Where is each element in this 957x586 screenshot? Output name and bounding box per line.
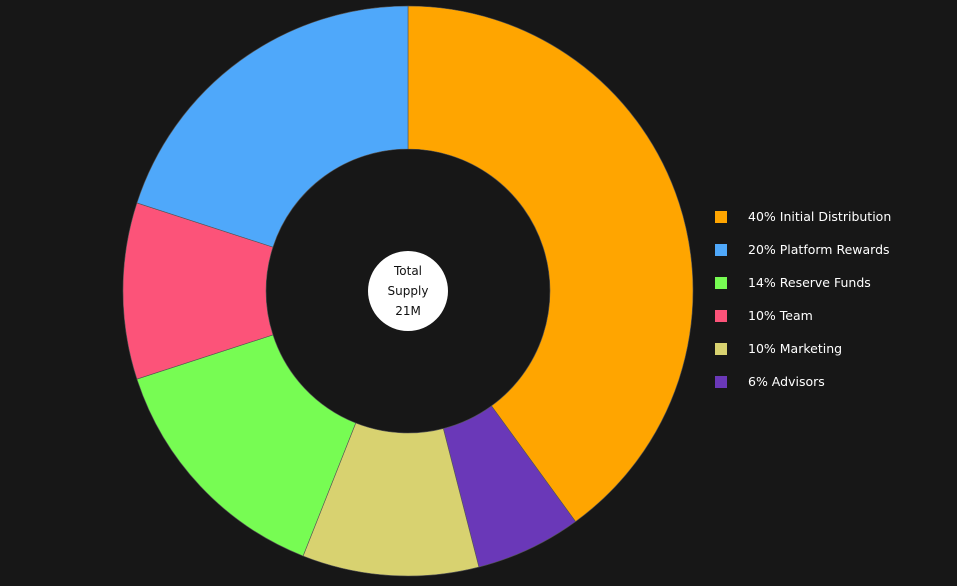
legend-item[interactable]: 10% Team [715, 299, 891, 332]
slice-14-reserve-funds[interactable] [136, 334, 357, 557]
legend-swatch [715, 210, 727, 223]
legend-swatch [715, 309, 727, 322]
legend-label: 40% Initial Distribution [748, 209, 892, 224]
legend-swatch [715, 243, 727, 256]
legend-label: 20% Platform Rewards [748, 242, 890, 257]
slice-20-platform-rewards[interactable] [136, 5, 409, 248]
legend-item[interactable]: 14% Reserve Funds [715, 266, 891, 299]
center-label-line-2: Supply [387, 284, 429, 298]
slice-40-initial-distribution[interactable] [407, 5, 694, 522]
center-label-line-1: Total [393, 264, 423, 278]
legend-swatch [715, 375, 727, 388]
legend-item[interactable]: 6% Advisors [715, 365, 891, 398]
legend-label: 10% Team [748, 308, 813, 323]
legend-item[interactable]: 10% Marketing [715, 332, 891, 365]
legend-swatch [715, 276, 727, 289]
center-label: Total Supply 21M [368, 251, 448, 331]
legend-label: 14% Reserve Funds [748, 275, 871, 290]
legend-item[interactable]: 40% Initial Distribution [715, 200, 891, 233]
legend: 40% Initial Distribution 20% Platform Re… [715, 200, 891, 398]
center-label-line-3: 21M [395, 304, 421, 318]
legend-label: 10% Marketing [748, 341, 843, 356]
legend-item[interactable]: 20% Platform Rewards [715, 233, 891, 266]
legend-swatch [715, 342, 727, 355]
legend-label: 6% Advisors [748, 374, 825, 389]
